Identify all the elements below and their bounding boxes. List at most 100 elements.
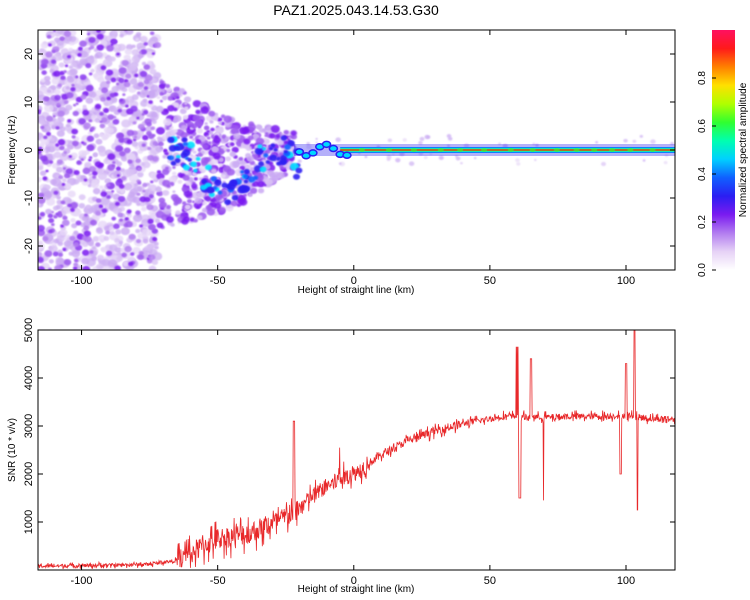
carrier-node bbox=[385, 148, 392, 152]
heatmap-cell bbox=[183, 164, 190, 171]
heatmap-cell bbox=[101, 208, 108, 214]
heatmap-cell bbox=[41, 70, 47, 75]
heatmap-cell bbox=[71, 250, 81, 258]
heatmap-cell bbox=[61, 178, 67, 183]
heatmap-cell bbox=[108, 201, 114, 207]
heatmap-cell bbox=[132, 138, 137, 142]
heatmap-cell bbox=[158, 141, 164, 147]
heatmap-cell bbox=[157, 87, 165, 94]
heatmap-cell bbox=[168, 155, 175, 161]
heatmap-cell bbox=[75, 75, 79, 79]
heatmap-cell bbox=[89, 126, 95, 131]
heatmap-cell bbox=[99, 196, 110, 206]
heatmap-cell bbox=[207, 141, 212, 145]
heatmap-cell bbox=[56, 102, 61, 106]
heatmap-cell bbox=[144, 74, 153, 82]
heatmap-cell bbox=[200, 160, 208, 167]
heatmap-cell bbox=[164, 151, 169, 156]
heatmap-cell bbox=[58, 175, 64, 180]
heatmap-cell bbox=[113, 39, 118, 44]
heatmap-cell bbox=[84, 149, 90, 155]
heatmap-cell bbox=[206, 136, 211, 140]
heatmap-cell bbox=[283, 149, 288, 154]
heatmap-cell bbox=[532, 142, 536, 146]
heatmap-cell bbox=[86, 32, 91, 36]
heatmap-cell bbox=[255, 137, 265, 145]
heatmap-cell bbox=[58, 56, 64, 61]
heatmap-cell bbox=[93, 215, 100, 222]
heatmap-cell bbox=[82, 104, 87, 109]
heatmap-cell bbox=[254, 147, 264, 155]
x-tick-label: 100 bbox=[617, 275, 635, 287]
heatmap-cell bbox=[83, 225, 90, 231]
heatmap-cell bbox=[395, 157, 401, 163]
heatmap-cell bbox=[79, 40, 87, 48]
heatmap-cell bbox=[236, 173, 240, 176]
heatmap-cell bbox=[149, 31, 155, 36]
heatmap-cell bbox=[231, 195, 239, 201]
heatmap-cell bbox=[256, 180, 265, 188]
heatmap-cell bbox=[166, 184, 171, 188]
heatmap-cell bbox=[213, 202, 222, 209]
heatmap-cell bbox=[66, 70, 72, 75]
heatmap-cell bbox=[126, 209, 132, 214]
heatmap-cell bbox=[218, 117, 223, 122]
heatmap-cell bbox=[148, 194, 154, 199]
heatmap-cell bbox=[257, 125, 263, 130]
heatmap-cell bbox=[139, 91, 147, 99]
heatmap-cell bbox=[73, 262, 79, 267]
heatmap-cell bbox=[187, 210, 192, 214]
heatmap-cell bbox=[263, 174, 267, 178]
heatmap-cell bbox=[234, 168, 244, 176]
carrier-band bbox=[340, 147, 675, 153]
heatmap-cell bbox=[137, 167, 142, 171]
heatmap-cell bbox=[136, 239, 141, 244]
heatmap-cell bbox=[402, 138, 407, 142]
carrier-blob bbox=[308, 149, 318, 157]
heatmap-cell bbox=[248, 193, 253, 197]
heatmap-cell bbox=[132, 34, 142, 42]
heatmap-cell bbox=[137, 181, 142, 185]
heatmap-cell bbox=[111, 216, 117, 221]
heatmap-cell bbox=[198, 165, 207, 173]
heatmap-cell bbox=[206, 186, 215, 194]
heatmap-cell bbox=[38, 165, 44, 171]
colorbar: 0.0 0.2 0.4 0.6 0.8 Normalized spectral ampl… bbox=[697, 30, 749, 277]
heatmap-cell bbox=[174, 158, 181, 164]
figure-title: PAZ1.2025.043.14.53.G30 bbox=[273, 2, 439, 18]
heatmap-cell bbox=[91, 256, 98, 262]
heatmap-cell bbox=[43, 104, 54, 113]
heatmap-cell bbox=[156, 170, 162, 174]
heatmap-cell bbox=[212, 152, 221, 160]
heatmap-cell bbox=[48, 267, 52, 270]
heatmap-cell bbox=[72, 83, 83, 93]
heatmap-cell bbox=[89, 242, 94, 247]
heatmap-cell bbox=[95, 198, 102, 203]
heatmap-cell bbox=[83, 178, 88, 182]
heatmap-cell bbox=[139, 201, 146, 207]
heatmap-cell bbox=[131, 94, 139, 101]
heatmap-cell bbox=[143, 42, 148, 46]
heatmap-cell bbox=[55, 143, 60, 147]
heatmap-cell bbox=[210, 168, 217, 174]
heatmap-cell bbox=[65, 241, 76, 250]
heatmap-cell bbox=[67, 54, 71, 59]
heatmap-cell bbox=[252, 180, 260, 187]
heatmap-cell bbox=[121, 119, 131, 128]
heatmap-cell bbox=[131, 141, 139, 147]
heatmap-cell bbox=[118, 77, 125, 83]
heatmap-cell bbox=[195, 205, 200, 209]
heatmap-cell bbox=[78, 202, 86, 209]
heatmap-cell bbox=[60, 200, 66, 205]
heatmap-cell bbox=[95, 138, 103, 145]
heatmap-cell bbox=[181, 218, 189, 225]
heatmap-cell bbox=[142, 182, 148, 188]
heatmap-cell bbox=[115, 166, 122, 171]
heatmap-cell bbox=[201, 150, 205, 154]
x-tick-label: 50 bbox=[484, 275, 496, 287]
heatmap-cell bbox=[139, 35, 148, 43]
heatmap-cell bbox=[62, 215, 68, 221]
heatmap-cell bbox=[215, 126, 224, 135]
heatmap-cell bbox=[391, 152, 395, 156]
heatmap-cell bbox=[48, 229, 53, 234]
